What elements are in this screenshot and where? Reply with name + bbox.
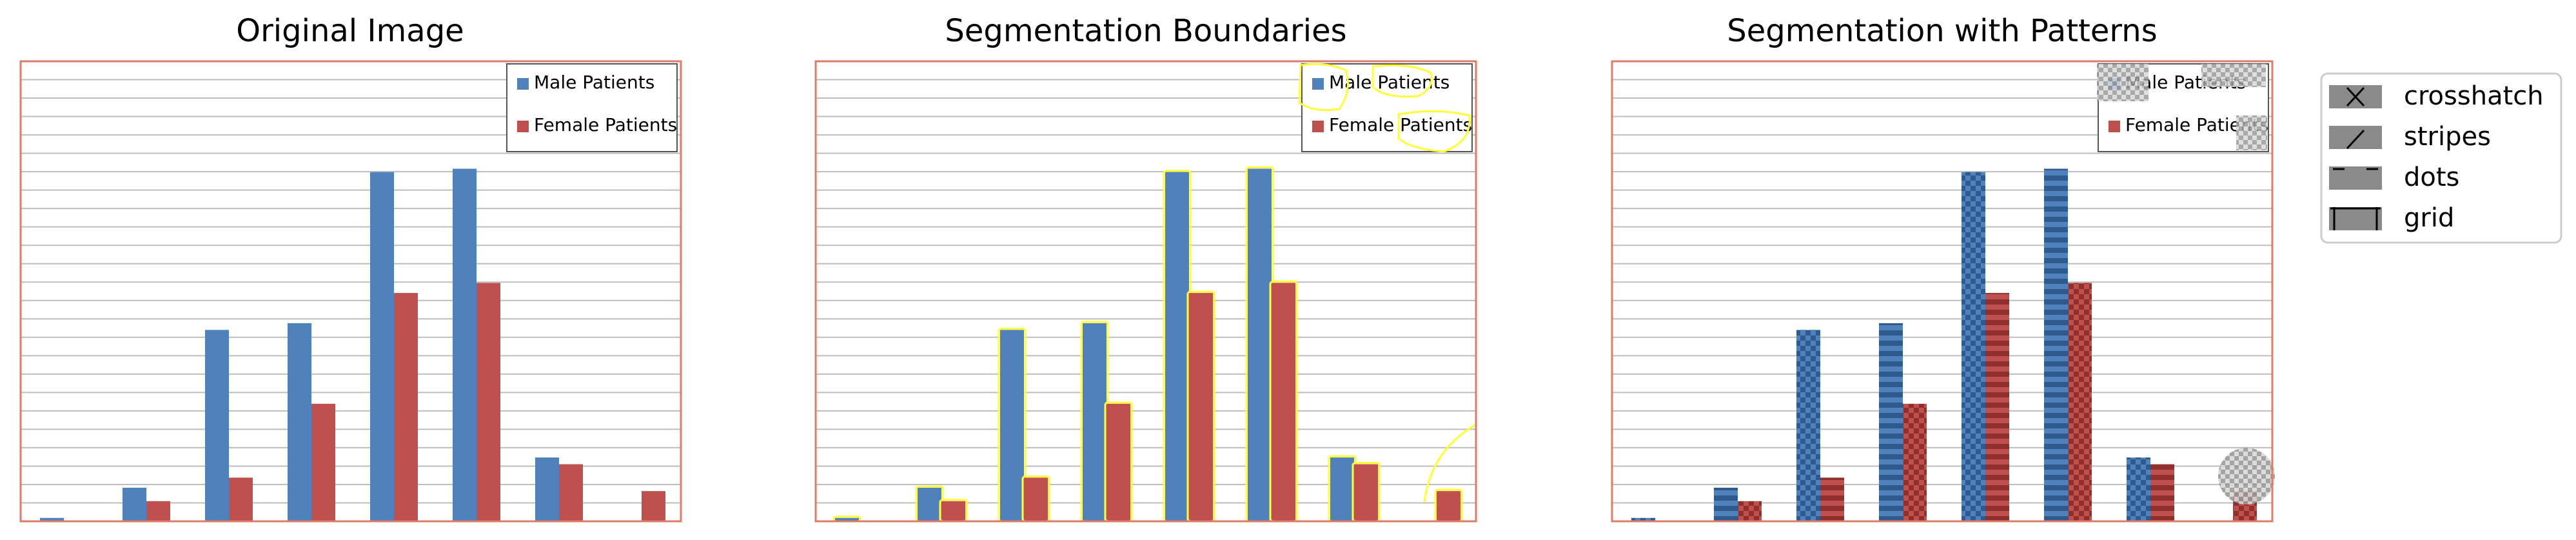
crosshatch-icon	[2329, 85, 2382, 108]
pattern-blob	[2201, 64, 2266, 87]
segment-boundary	[1372, 64, 1433, 98]
bar-female-6	[1272, 283, 1295, 521]
plot-frame	[814, 60, 1477, 523]
segment-boundary	[1423, 423, 1477, 503]
bar-male-3	[205, 330, 229, 521]
legend-label: Female Patients	[534, 114, 677, 135]
bar-female-8	[642, 491, 665, 521]
bar-male-6	[453, 168, 477, 521]
legend-swatch	[2109, 121, 2120, 132]
bar-female-5	[1985, 293, 2009, 521]
legend-label: crosshatch	[2404, 81, 2544, 111]
bar-male-6	[2044, 168, 2068, 521]
bar-male-4	[288, 323, 311, 521]
bar-female-2	[941, 501, 965, 521]
pattern-artifacts	[2097, 64, 2275, 505]
legend-label: grid	[2404, 203, 2454, 233]
plot-area: Male Patients Female Patients	[814, 60, 1477, 523]
bar-male-5	[1961, 172, 1985, 522]
bar-male-3	[1000, 330, 1024, 521]
legend-swatch	[1312, 121, 1324, 132]
bar-male-1	[40, 517, 64, 521]
bar-male-4	[1083, 323, 1106, 521]
bar-male-1	[1631, 517, 1655, 521]
legend-label: Female Patients	[1329, 114, 1472, 135]
legend-swatch	[517, 121, 529, 132]
bar-female-6	[2068, 283, 2092, 521]
bar-female-8	[1437, 491, 1460, 521]
bar-female-2	[1738, 501, 1762, 521]
plot-frame	[1611, 60, 2274, 523]
bar-female-3	[1820, 477, 1844, 521]
bar-male-5	[370, 172, 394, 522]
bar-female-4	[311, 403, 335, 521]
panel-patterns: Segmentation with Patterns Male Patients…	[1611, 13, 2275, 523]
pattern-legend: crosshatch stripes dots gr	[2320, 72, 2562, 244]
legend-item-crosshatch: crosshatch	[2329, 81, 2544, 111]
legend-label: Male Patients	[1329, 72, 1450, 93]
bar-female-6	[477, 283, 500, 521]
bar-female-4	[1903, 403, 1927, 521]
bar-male-5	[1165, 172, 1189, 522]
panel-original: Original Image Male Patients Female Patie…	[19, 13, 682, 523]
grid-icon	[2329, 207, 2382, 230]
pattern-blob	[2218, 448, 2275, 505]
series-legend-frame	[1301, 63, 1473, 152]
bar-female-2	[146, 501, 170, 521]
legend-label: dots	[2404, 163, 2459, 192]
bar-female-4	[1106, 403, 1130, 521]
bar-male-4	[1879, 323, 1903, 521]
chart-title: Segmentation Boundaries	[945, 13, 1346, 49]
plot-area: Male Patients Female Patients	[19, 60, 682, 523]
dots-icon	[2329, 166, 2382, 190]
pattern-blob	[2097, 64, 2148, 101]
gridlines	[21, 79, 681, 504]
bar-male-6	[1248, 168, 1272, 521]
legend-item-dots: dots	[2329, 163, 2459, 192]
series-legend-frame	[506, 63, 678, 152]
bar-male-7	[2127, 457, 2150, 521]
legend-label: stripes	[2404, 122, 2491, 152]
legend-item-grid: grid	[2329, 203, 2454, 233]
bar-female-7	[559, 464, 583, 521]
legend-swatch	[517, 78, 529, 90]
panel-boundaries: Segmentation Boundaries Male Patients Fem…	[814, 13, 1477, 523]
segment-boundary	[1298, 63, 1349, 112]
stripes-icon	[2329, 126, 2382, 150]
bar-female-7	[1354, 464, 1378, 521]
legend-label: Male Patients	[534, 72, 654, 93]
segment-boundary	[1397, 110, 1471, 153]
legend-item-stripes: stripes	[2329, 122, 2491, 152]
bar-female-3	[1024, 477, 1048, 521]
plot-frame	[19, 60, 682, 523]
legend-boundary-blobs	[1298, 63, 1477, 503]
bar-female-5	[1189, 293, 1213, 521]
pattern-legend-frame	[2320, 72, 2562, 244]
pattern-blob	[2236, 115, 2267, 150]
bar-female-5	[394, 293, 418, 521]
chart-title: Original Image	[236, 13, 464, 49]
bar-male-2	[123, 487, 146, 521]
bar-male-3	[1796, 330, 1820, 521]
bar-male-2	[918, 487, 941, 521]
series-legend: Male Patients Female Patients	[1301, 63, 1473, 152]
bar-female-3	[229, 477, 253, 521]
series-legend: Male Patients Female Patients	[506, 63, 678, 152]
bar-male-7	[535, 457, 559, 521]
chart-title: Segmentation with Patterns	[1727, 13, 2157, 49]
bar-male-7	[1330, 457, 1354, 521]
legend-swatch	[1312, 78, 1324, 90]
bar-male-2	[1714, 487, 1738, 521]
bar-female-7	[2150, 464, 2174, 521]
bar-male-1	[835, 517, 859, 521]
